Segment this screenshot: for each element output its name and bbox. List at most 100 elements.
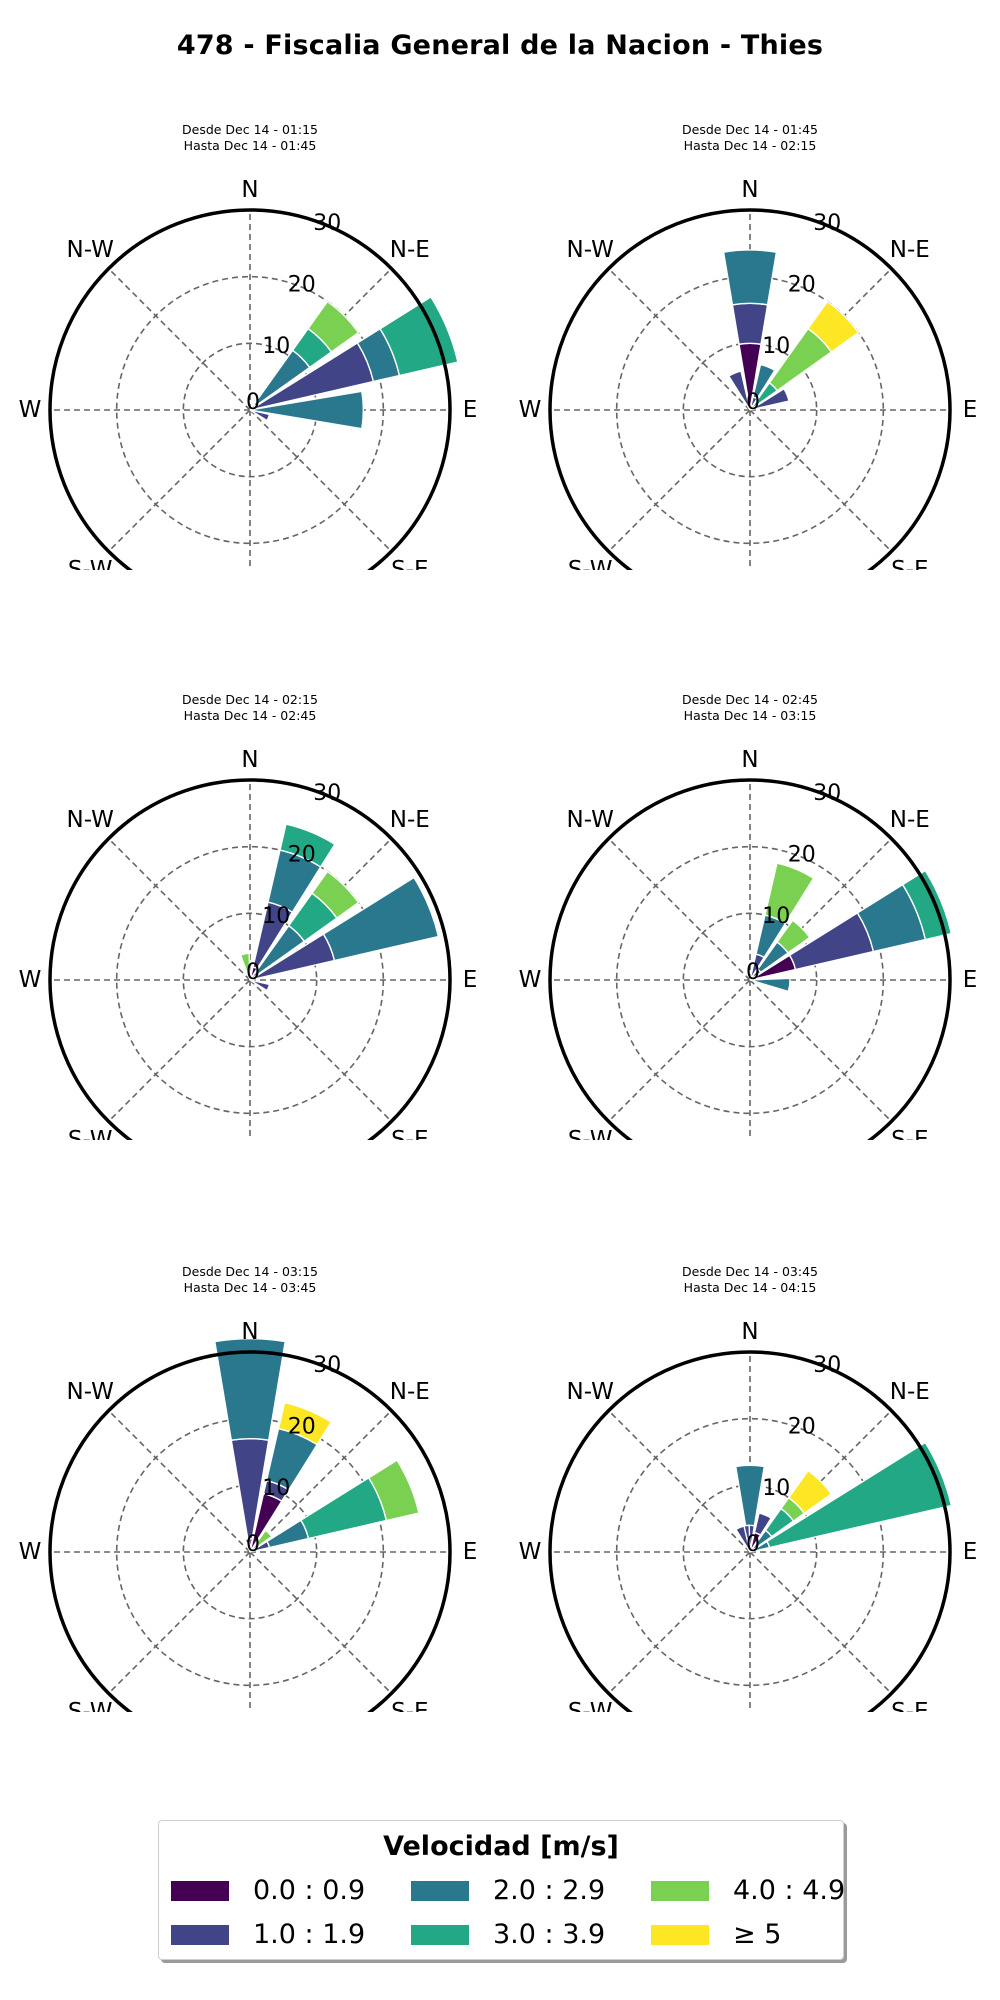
direction-label: S-E	[391, 1127, 428, 1140]
grid-spoke	[608, 409, 751, 552]
direction-label: N-W	[67, 1379, 114, 1405]
windrose-panel-6: Desde Dec 14 - 03:45 Hasta Dec 14 - 04:1…	[500, 1142, 1000, 1712]
radial-tick-label: 30	[813, 1353, 841, 1378]
wind-bar	[307, 300, 360, 353]
windrose-panel-5: Desde Dec 14 - 03:15 Hasta Dec 14 - 03:4…	[0, 1142, 500, 1712]
legend-swatch	[411, 1881, 469, 1901]
radial-tick-label: 0	[746, 390, 760, 415]
polar-frame	[548, 1350, 952, 1712]
wind-bar	[901, 869, 953, 941]
radial-tick-label: 30	[813, 781, 841, 806]
radial-tick-label: 20	[788, 842, 816, 867]
radial-tick-label: 20	[288, 272, 316, 297]
direction-label: E	[463, 1539, 478, 1565]
period-to: Hasta Dec 14 - 03:15	[683, 708, 817, 723]
grid-spoke	[249, 979, 392, 1122]
grid-spoke	[108, 1410, 251, 1553]
period-from: Desde Dec 14 - 01:45	[682, 122, 818, 137]
direction-label: W	[19, 1539, 42, 1565]
period-to: Hasta Dec 14 - 04:15	[683, 1280, 817, 1295]
radial-tick-label: 30	[313, 781, 341, 806]
direction-label: S-E	[891, 1699, 928, 1712]
period-to: Hasta Dec 14 - 03:45	[183, 1280, 317, 1295]
legend: Velocidad [m/s] 0.0 : 0.9 1.0 : 1.9 2.0 …	[158, 1820, 845, 1960]
wind-bar	[379, 295, 459, 377]
grid-spoke	[249, 1410, 392, 1553]
wind-bar	[765, 1441, 953, 1549]
period-to: Hasta Dec 14 - 01:45	[183, 138, 317, 153]
direction-label: S-E	[891, 1127, 928, 1140]
direction-label: W	[519, 967, 542, 993]
direction-label: N-W	[567, 1379, 614, 1405]
direction-label: N-E	[390, 1379, 430, 1405]
grid-spoke	[608, 979, 751, 1122]
legend-label: 0.0 : 0.9	[253, 1875, 366, 1906]
polar-frame	[548, 208, 952, 570]
direction-label: N-W	[67, 237, 114, 263]
chart-title: 478 - Fiscalia General de la Nacion - Th…	[176, 30, 824, 61]
direction-label: S-E	[391, 1699, 428, 1712]
wind-bar	[244, 1537, 251, 1553]
period-from: Desde Dec 14 - 01:15	[182, 122, 318, 137]
period-from: Desde Dec 14 - 02:15	[182, 692, 318, 707]
radial-tick-label: 20	[288, 842, 316, 867]
windrose-panel-1: Desde Dec 14 - 01:15 Hasta Dec 14 - 01:4…	[0, 0, 500, 570]
radial-tick-label: 0	[746, 960, 760, 985]
direction-label: N	[241, 177, 258, 203]
period-from: Desde Dec 14 - 03:15	[182, 1264, 318, 1279]
wind-bar	[277, 1401, 333, 1446]
grid-spoke	[249, 1551, 392, 1694]
direction-label: N	[741, 177, 758, 203]
grid-spoke	[108, 1551, 251, 1694]
direction-label: N-W	[567, 807, 614, 833]
radial-tick-label: 10	[262, 1476, 290, 1501]
direction-label: N-W	[67, 807, 114, 833]
direction-label: N	[741, 747, 758, 773]
grid-spoke	[749, 979, 892, 1122]
wind-bar	[265, 1519, 310, 1549]
direction-label: E	[963, 397, 978, 423]
radial-tick-label: 0	[746, 1532, 760, 1557]
radial-tick-label: 30	[813, 211, 841, 236]
direction-label: S-E	[391, 557, 428, 570]
radial-tick-label: 30	[313, 1353, 341, 1378]
direction-label: S-W	[568, 557, 613, 570]
radial-tick-label: 10	[762, 1476, 790, 1501]
grid-spoke	[608, 838, 751, 981]
direction-label: N-E	[890, 807, 930, 833]
legend-swatch	[171, 1881, 229, 1901]
wind-bar	[753, 1512, 773, 1537]
wind-bar	[722, 249, 778, 306]
direction-label: N	[241, 1319, 258, 1345]
wind-bar	[787, 1469, 833, 1515]
legend-label: 3.0 : 3.9	[493, 1919, 606, 1950]
grid-spoke	[108, 838, 251, 981]
period-from: Desde Dec 14 - 03:45	[682, 1264, 818, 1279]
polar-frame	[48, 1350, 452, 1712]
legend-label: 1.0 : 1.9	[253, 1919, 366, 1950]
direction-label: S-W	[568, 1699, 613, 1712]
wind-bar	[249, 409, 271, 422]
direction-label: N	[241, 747, 258, 773]
radial-tick-label: 20	[288, 1414, 316, 1439]
direction-label: E	[463, 967, 478, 993]
grid-spoke	[249, 409, 392, 552]
direction-label: W	[19, 967, 42, 993]
wind-bar	[776, 919, 811, 954]
radial-tick-label: 30	[313, 211, 341, 236]
wind-bar	[367, 1459, 420, 1522]
direction-label: N-E	[890, 237, 930, 263]
direction-label: N-W	[567, 237, 614, 263]
grid-spoke	[108, 268, 251, 411]
polar-frame	[48, 208, 452, 570]
wind-bar	[249, 390, 364, 430]
grid-spoke	[608, 268, 751, 411]
direction-label: E	[463, 397, 478, 423]
wind-bar	[764, 862, 815, 925]
direction-label: N	[741, 1319, 758, 1345]
